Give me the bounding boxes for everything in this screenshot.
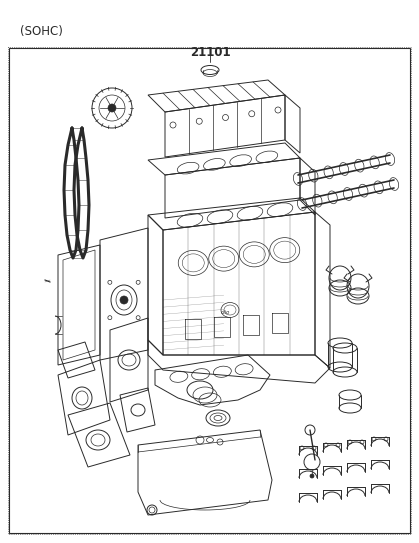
Bar: [9, 48, 410, 533]
Circle shape: [310, 474, 314, 478]
Circle shape: [120, 296, 128, 304]
Text: (SOHC): (SOHC): [20, 26, 63, 39]
Bar: [8, 47, 411, 534]
Circle shape: [108, 104, 116, 112]
Text: clio: clio: [220, 310, 230, 314]
Text: 21101: 21101: [190, 46, 230, 59]
